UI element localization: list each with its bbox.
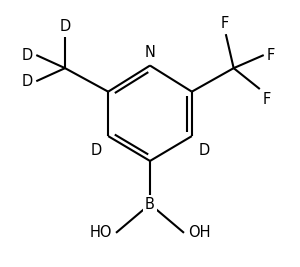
Text: F: F [262, 92, 271, 107]
Text: D: D [59, 19, 71, 34]
Text: OH: OH [188, 225, 210, 240]
Text: F: F [220, 16, 229, 31]
Text: N: N [145, 45, 155, 60]
Text: D: D [90, 143, 102, 158]
Text: F: F [267, 48, 275, 62]
Text: D: D [22, 74, 33, 89]
Text: HO: HO [90, 225, 112, 240]
Text: D: D [198, 143, 210, 158]
Text: B: B [145, 197, 155, 211]
Text: D: D [22, 48, 33, 62]
